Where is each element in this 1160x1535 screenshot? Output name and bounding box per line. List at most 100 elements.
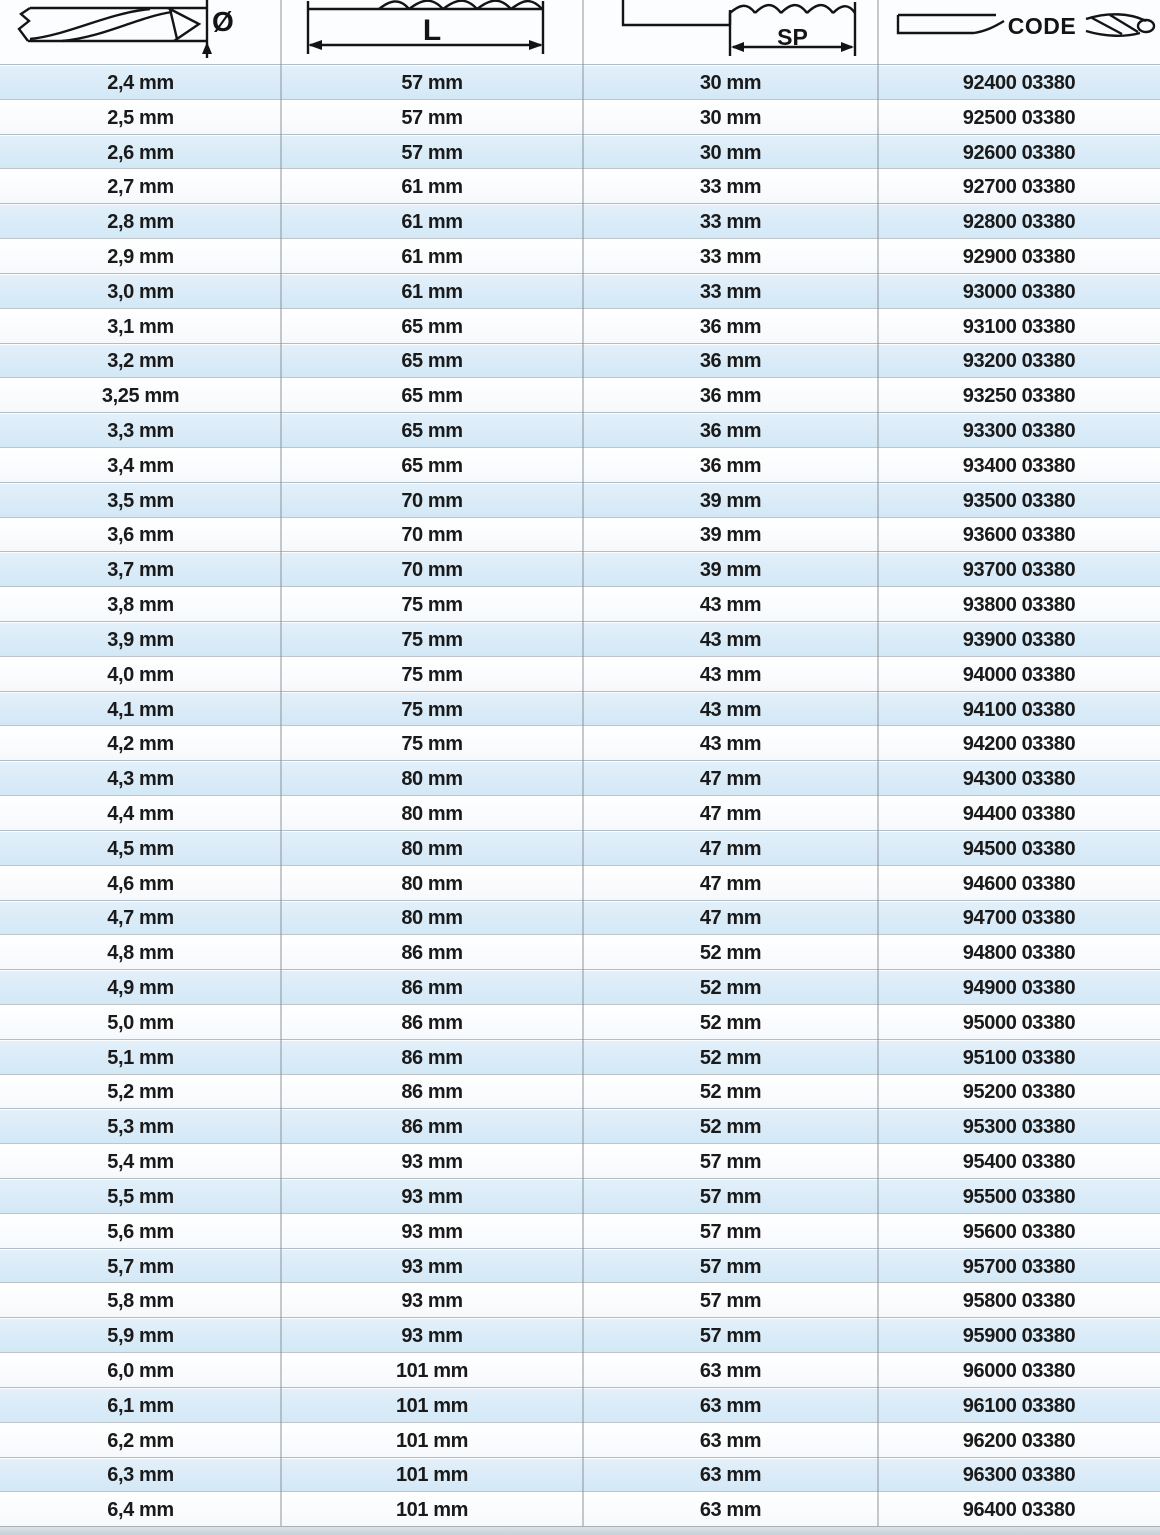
length-cell: 61 mm bbox=[401, 280, 463, 303]
spiral-length-cell: 57 mm bbox=[699, 1290, 762, 1313]
table-row: 5,0 mm 86 mm 52 mm 95000 03380 bbox=[0, 1003, 1160, 1039]
length-cell: 80 mm bbox=[401, 907, 463, 930]
diameter-cell: 4,0 mm bbox=[107, 663, 174, 686]
table-row: 2,4 mm 57 mm 30 mm 92400 03380 bbox=[0, 64, 1160, 99]
spiral-length-cell: 52 mm bbox=[699, 1116, 762, 1139]
length-cell: 101 mm bbox=[395, 1464, 469, 1487]
length-cell: 86 mm bbox=[401, 1116, 463, 1139]
diameter-cell: 4,6 mm bbox=[107, 872, 174, 895]
table-row: 5,4 mm 93 mm 57 mm 95400 03380 bbox=[0, 1143, 1160, 1178]
diameter-cell: 3,5 mm bbox=[107, 489, 174, 512]
diameter-cell: 2,8 mm bbox=[107, 211, 174, 234]
table-row: 6,4 mm 101 mm 63 mm 96400 03380 bbox=[0, 1491, 1160, 1527]
diameter-cell: 3,4 mm bbox=[107, 454, 174, 477]
table-row: 3,1 mm 65 mm 36 mm 93100 03380 bbox=[0, 307, 1160, 343]
table-row: 5,9 mm 93 mm 57 mm 95900 03380 bbox=[0, 1317, 1160, 1353]
spiral-length-cell: 39 mm bbox=[699, 559, 762, 582]
length-cell: 65 mm bbox=[401, 315, 463, 338]
code-cell: 93300 03380 bbox=[962, 420, 1076, 443]
length-cell: 93 mm bbox=[401, 1220, 463, 1243]
table-row: 6,0 mm 101 mm 63 mm 96000 03380 bbox=[0, 1352, 1160, 1387]
length-cell: 93 mm bbox=[401, 1290, 463, 1313]
spiral-length-cell: 43 mm bbox=[699, 628, 762, 651]
column-header-code: CODE bbox=[878, 0, 1160, 64]
column-divider bbox=[582, 0, 584, 1535]
table-row: 4,5 mm 80 mm 47 mm 94500 03380 bbox=[0, 829, 1160, 865]
table-row: 3,7 mm 70 mm 39 mm 93700 03380 bbox=[0, 551, 1160, 587]
length-cell: 93 mm bbox=[401, 1325, 463, 1348]
code-cell: 96000 03380 bbox=[962, 1359, 1076, 1382]
diameter-cell: 5,9 mm bbox=[107, 1325, 174, 1348]
length-label: L bbox=[422, 14, 442, 47]
diameter-cell: 6,2 mm bbox=[107, 1429, 174, 1452]
diameter-cell: 5,8 mm bbox=[107, 1290, 174, 1313]
code-cell: 96400 03380 bbox=[962, 1499, 1076, 1522]
code-cell: 92900 03380 bbox=[962, 245, 1076, 268]
spiral-length-cell: 36 mm bbox=[699, 350, 762, 373]
table-row: 4,4 mm 80 mm 47 mm 94400 03380 bbox=[0, 795, 1160, 830]
table-row: 4,7 mm 80 mm 47 mm 94700 03380 bbox=[0, 899, 1160, 935]
table-row: 2,6 mm 57 mm 30 mm 92600 03380 bbox=[0, 133, 1160, 169]
diameter-cell: 4,2 mm bbox=[107, 733, 174, 756]
spiral-length-cell: 47 mm bbox=[699, 768, 762, 791]
table-row: 3,4 mm 65 mm 36 mm 93400 03380 bbox=[0, 446, 1160, 482]
table-row: 5,3 mm 86 mm 52 mm 95300 03380 bbox=[0, 1108, 1160, 1144]
next-row-partial bbox=[0, 1526, 1160, 1535]
spiral-length-cell: 57 mm bbox=[699, 1255, 762, 1278]
code-cell: 94500 03380 bbox=[962, 837, 1076, 860]
length-cell: 93 mm bbox=[401, 1255, 463, 1278]
spiral-length-cell: 36 mm bbox=[699, 420, 762, 443]
length-cell: 57 mm bbox=[401, 106, 463, 129]
code-cell: 95800 03380 bbox=[962, 1290, 1076, 1313]
code-cell: 95500 03380 bbox=[962, 1185, 1076, 1208]
table-header: Ø L bbox=[0, 0, 1160, 64]
spiral-length-cell: 63 mm bbox=[699, 1499, 762, 1522]
code-cell: 94800 03380 bbox=[962, 942, 1076, 965]
drill-bit-length-diagram-icon bbox=[306, 0, 545, 54]
spiral-length-cell: 47 mm bbox=[699, 837, 762, 860]
diameter-symbol-label: Ø bbox=[212, 6, 234, 37]
spiral-length-cell: 33 mm bbox=[699, 245, 762, 268]
diameter-cell: 6,4 mm bbox=[107, 1499, 174, 1522]
spiral-length-cell: 33 mm bbox=[699, 280, 762, 303]
diameter-cell: 6,1 mm bbox=[107, 1394, 174, 1417]
code-cell: 92600 03380 bbox=[962, 141, 1076, 164]
table-row: 4,3 mm 80 mm 47 mm 94300 03380 bbox=[0, 760, 1160, 796]
spiral-length-cell: 63 mm bbox=[699, 1359, 762, 1382]
spiral-length-cell: 36 mm bbox=[699, 454, 762, 477]
code-cell: 92700 03380 bbox=[962, 176, 1076, 199]
code-cell: 95000 03380 bbox=[962, 1011, 1076, 1034]
length-cell: 75 mm bbox=[401, 594, 463, 617]
table-row: 6,2 mm 101 mm 63 mm 96200 03380 bbox=[0, 1421, 1160, 1457]
table-row: 5,6 mm 93 mm 57 mm 95600 03380 bbox=[0, 1212, 1160, 1248]
table-row: 3,2 mm 65 mm 36 mm 93200 03380 bbox=[0, 342, 1160, 378]
diameter-cell: 5,3 mm bbox=[107, 1116, 174, 1139]
diameter-cell: 3,8 mm bbox=[107, 594, 174, 617]
length-cell: 57 mm bbox=[401, 71, 463, 94]
spiral-length-cell: 52 mm bbox=[699, 942, 762, 965]
diameter-cell: 3,3 mm bbox=[107, 420, 174, 443]
code-cell: 95100 03380 bbox=[962, 1046, 1076, 1069]
code-cell: 94700 03380 bbox=[962, 907, 1076, 930]
code-cell: 92500 03380 bbox=[962, 106, 1076, 129]
spiral-length-cell: 57 mm bbox=[699, 1325, 762, 1348]
code-label: CODE bbox=[1007, 13, 1077, 39]
drill-bit-spiral-length-diagram-icon bbox=[621, 0, 857, 56]
length-cell: 80 mm bbox=[401, 768, 463, 791]
code-cell: 95900 03380 bbox=[962, 1325, 1076, 1348]
diameter-cell: 3,9 mm bbox=[107, 628, 174, 651]
drill-table-body: 2,4 mm 57 mm 30 mm 92400 03380 2,5 mm 57 mm 30… bbox=[0, 64, 1160, 1527]
diameter-cell: 4,8 mm bbox=[107, 942, 174, 965]
spiral-length-cell: 57 mm bbox=[699, 1185, 762, 1208]
code-cell: 95400 03380 bbox=[962, 1151, 1076, 1174]
length-cell: 86 mm bbox=[401, 977, 463, 1000]
spiral-length-cell: 52 mm bbox=[699, 1046, 762, 1069]
diameter-cell: 2,7 mm bbox=[107, 176, 174, 199]
column-header-spiral-length: SP bbox=[583, 0, 878, 64]
length-cell: 80 mm bbox=[401, 872, 463, 895]
spiral-length-cell: 39 mm bbox=[699, 524, 762, 547]
column-header-length: L bbox=[281, 0, 583, 64]
table-row: 3,8 mm 75 mm 43 mm 93800 03380 bbox=[0, 586, 1160, 621]
diameter-cell: 6,0 mm bbox=[107, 1359, 174, 1382]
table-row: 4,8 mm 86 mm 52 mm 94800 03380 bbox=[0, 934, 1160, 970]
